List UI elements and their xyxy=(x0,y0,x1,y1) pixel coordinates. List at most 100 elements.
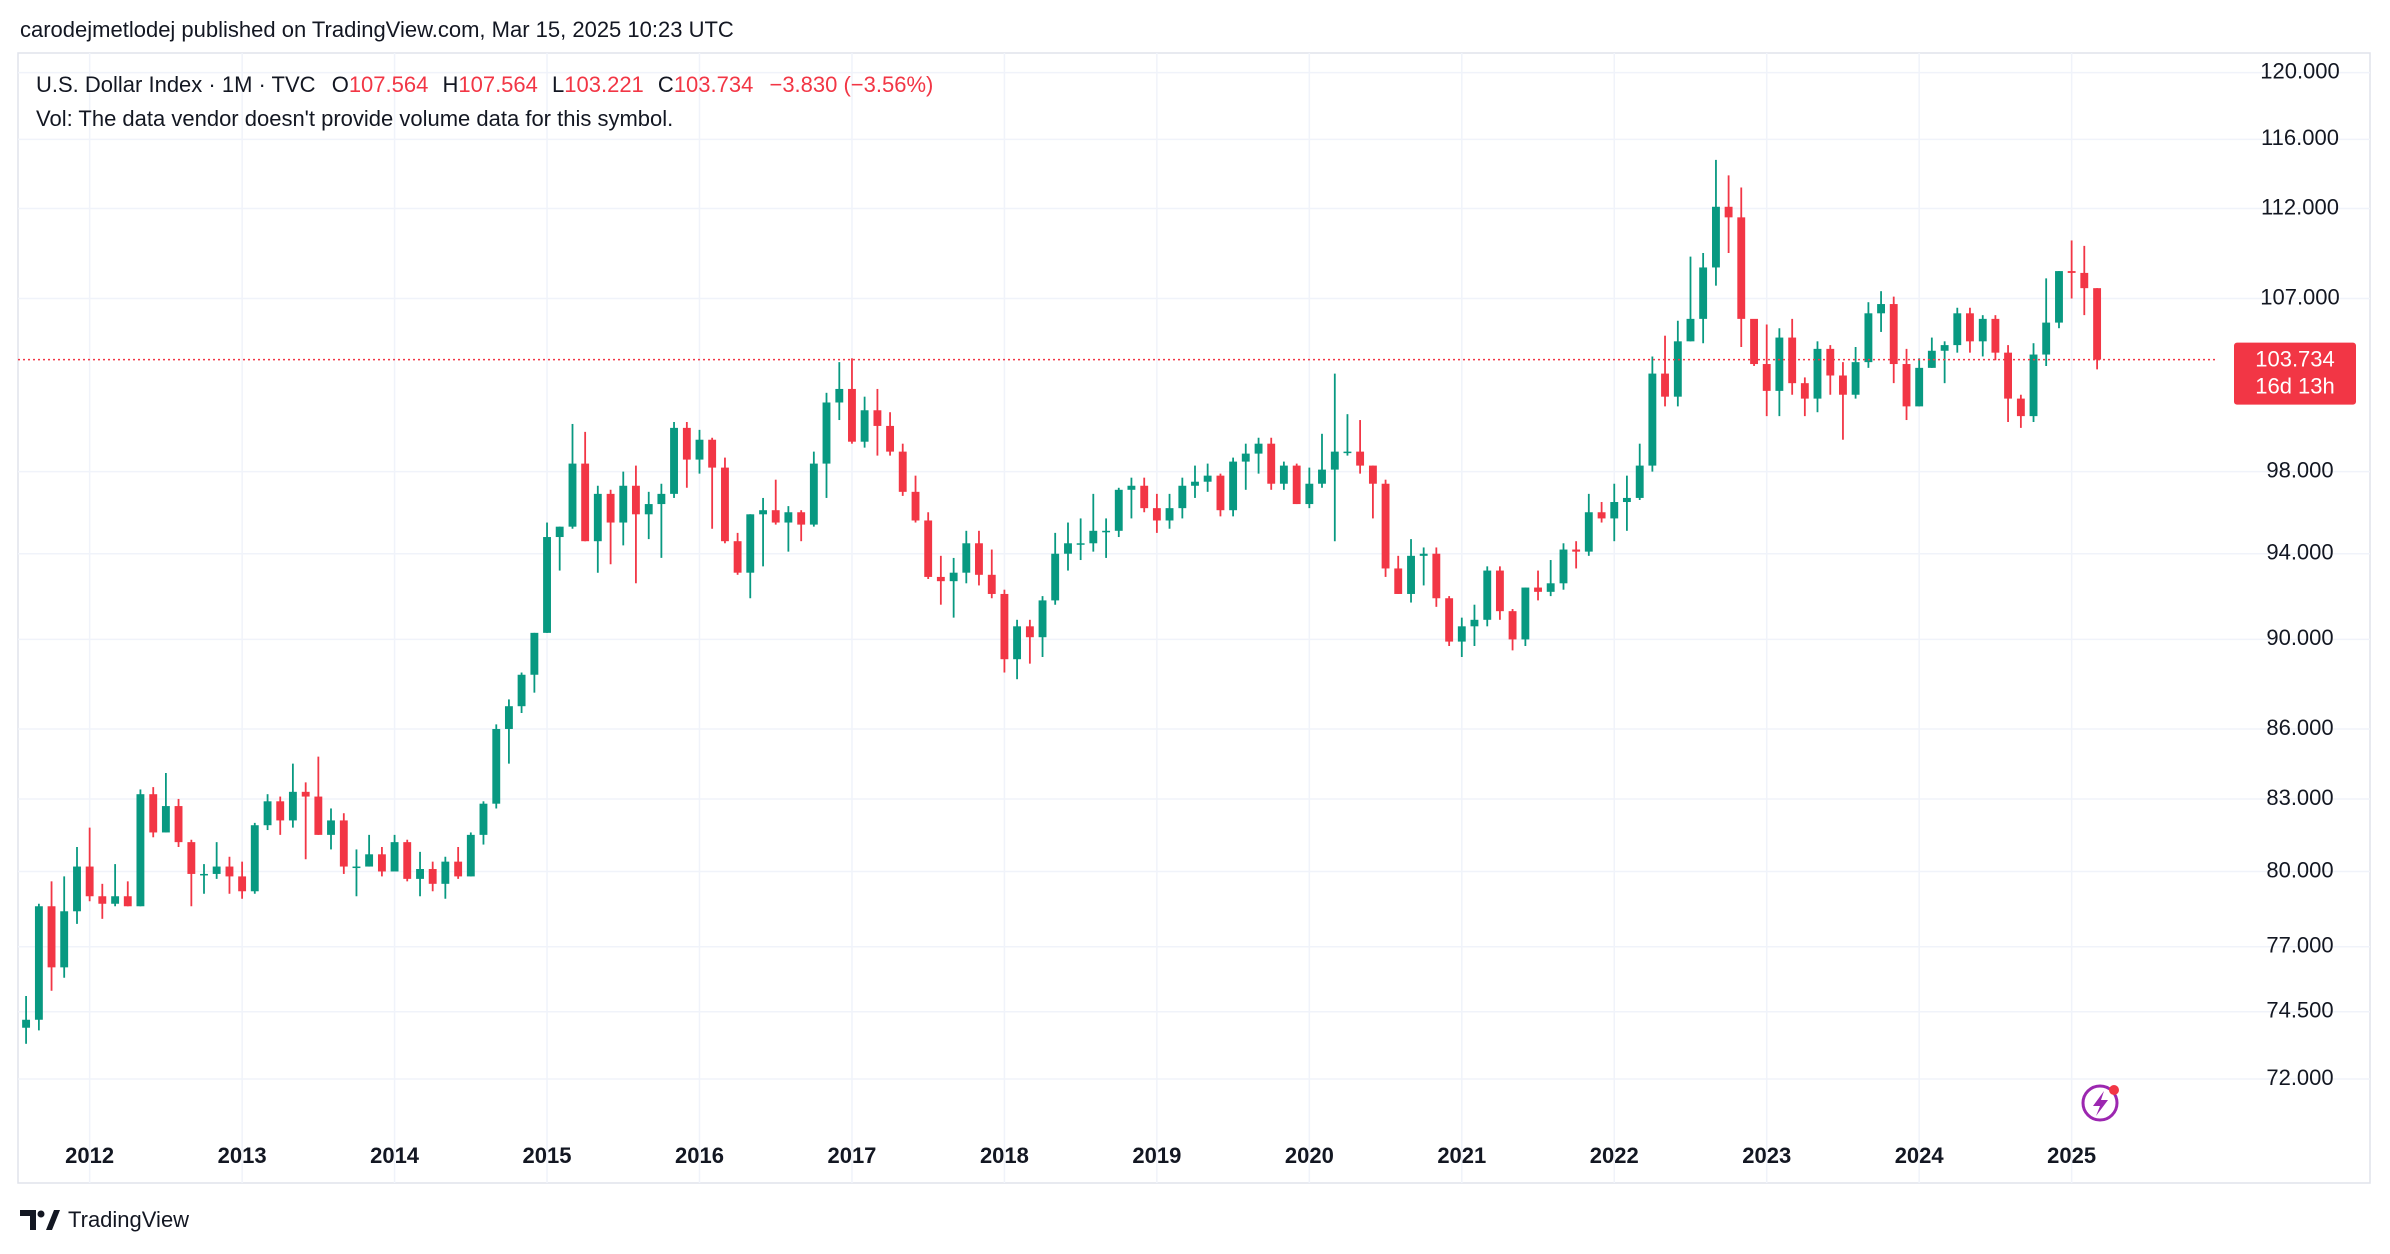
candle-body xyxy=(1953,313,1962,346)
y-tick-label: 112.000 xyxy=(2261,194,2339,219)
candle-body xyxy=(1991,318,2000,353)
last-price-box xyxy=(2234,342,2356,405)
candle-body xyxy=(98,896,107,904)
candle-body xyxy=(835,388,844,403)
y-tick-label: 80.000 xyxy=(2266,857,2333,882)
candle-body xyxy=(1279,465,1288,484)
candle-body xyxy=(1318,469,1326,484)
candle-body xyxy=(924,520,933,577)
candle-body xyxy=(873,410,882,426)
ohlc-label: C xyxy=(658,72,674,97)
candle-body xyxy=(314,796,323,835)
overlay: 72.000 74.500 77.000 80.000 83.000 86.000 90.0… xyxy=(18,58,2356,1168)
candle-body xyxy=(441,861,450,884)
candle-body xyxy=(1851,362,1860,395)
candle-body xyxy=(250,825,259,892)
candle-body xyxy=(1051,553,1060,601)
candle-body xyxy=(797,512,806,525)
candle-body xyxy=(1025,626,1034,638)
x-tick-label: 2016 xyxy=(675,1143,724,1168)
candle-body xyxy=(1762,364,1771,391)
candle-body xyxy=(619,485,628,523)
candle-body xyxy=(1864,313,1873,363)
candle-body xyxy=(492,728,501,804)
candle-body xyxy=(1712,206,1720,268)
candle-body xyxy=(1127,485,1136,490)
candle-body xyxy=(822,402,831,464)
candle-body xyxy=(2016,398,2025,417)
candle-body xyxy=(1635,465,1644,498)
candle-body xyxy=(85,866,94,897)
candle-body xyxy=(721,467,729,542)
x-tick-label: 2023 xyxy=(1742,1143,1791,1168)
x-tick-label: 2025 xyxy=(2047,1143,2096,1168)
candle-body xyxy=(1343,451,1352,454)
x-tick-label: 2020 xyxy=(1285,1143,1334,1168)
candle-body xyxy=(47,906,56,968)
candle-body xyxy=(1521,587,1530,640)
lightning-icon xyxy=(2081,1084,2119,1122)
candle-body xyxy=(1534,587,1542,592)
candle-body xyxy=(695,439,704,460)
candle-body xyxy=(1356,451,1365,466)
candle-body xyxy=(1940,345,1949,351)
candle-body xyxy=(708,439,717,468)
footer-brand: TradingView xyxy=(68,1207,189,1232)
candle-body xyxy=(111,896,120,904)
candle-body xyxy=(1445,598,1454,642)
candle-body xyxy=(1000,593,1009,660)
candle-body xyxy=(1140,485,1149,509)
x-tick-label: 2012 xyxy=(65,1143,114,1168)
grid xyxy=(18,53,2370,1183)
candle-body xyxy=(238,876,247,892)
candle-body xyxy=(2067,271,2076,273)
ohlc-label: O xyxy=(332,72,349,97)
candle-body xyxy=(1064,543,1072,554)
candle-body xyxy=(1826,348,1835,376)
ohlc-label: L xyxy=(552,72,564,97)
published-line: carodejmetlodej published on TradingView… xyxy=(20,17,734,42)
candle-body xyxy=(1191,481,1199,486)
candle-body xyxy=(1229,461,1238,511)
candle-body xyxy=(606,493,615,523)
candle-body xyxy=(809,463,818,525)
candle-body xyxy=(288,791,297,821)
candle-body xyxy=(479,803,488,835)
candle-body xyxy=(123,896,132,907)
candle-body xyxy=(848,388,856,442)
candle-body xyxy=(1839,375,1847,395)
candle-body xyxy=(1038,600,1047,638)
candle-body xyxy=(301,791,310,797)
candle-body xyxy=(543,537,551,633)
candle-body xyxy=(593,493,602,542)
candle-body xyxy=(631,485,640,515)
candle-body xyxy=(1597,512,1606,519)
candle-body xyxy=(1648,373,1657,466)
candle-body xyxy=(161,806,170,833)
candle-body xyxy=(644,504,653,515)
candle-body xyxy=(733,541,742,573)
candle-body xyxy=(1203,475,1212,482)
candles xyxy=(22,159,2102,1044)
candle-body xyxy=(1775,337,1784,391)
candle-body xyxy=(1750,318,1759,365)
candle-body xyxy=(1622,497,1631,503)
y-tick-label: 83.000 xyxy=(2266,785,2333,810)
candle-body xyxy=(1165,508,1174,521)
candle-body xyxy=(276,801,285,821)
candle-body xyxy=(1673,341,1682,397)
candle-body xyxy=(1584,512,1593,552)
candle-body xyxy=(1686,318,1695,342)
candle-body xyxy=(581,463,590,542)
candle-body xyxy=(1966,313,1974,342)
candle-body xyxy=(1013,626,1022,660)
candle-body xyxy=(212,866,221,874)
candle-body xyxy=(2093,288,2102,360)
ohlc-value: 103.734 xyxy=(674,72,754,97)
ohlc-label: H xyxy=(442,72,458,97)
candle-body xyxy=(377,854,386,872)
candle-body xyxy=(682,427,691,460)
x-tick-label: 2015 xyxy=(523,1143,572,1168)
candle-body xyxy=(200,873,208,876)
candle-body xyxy=(1368,465,1377,484)
